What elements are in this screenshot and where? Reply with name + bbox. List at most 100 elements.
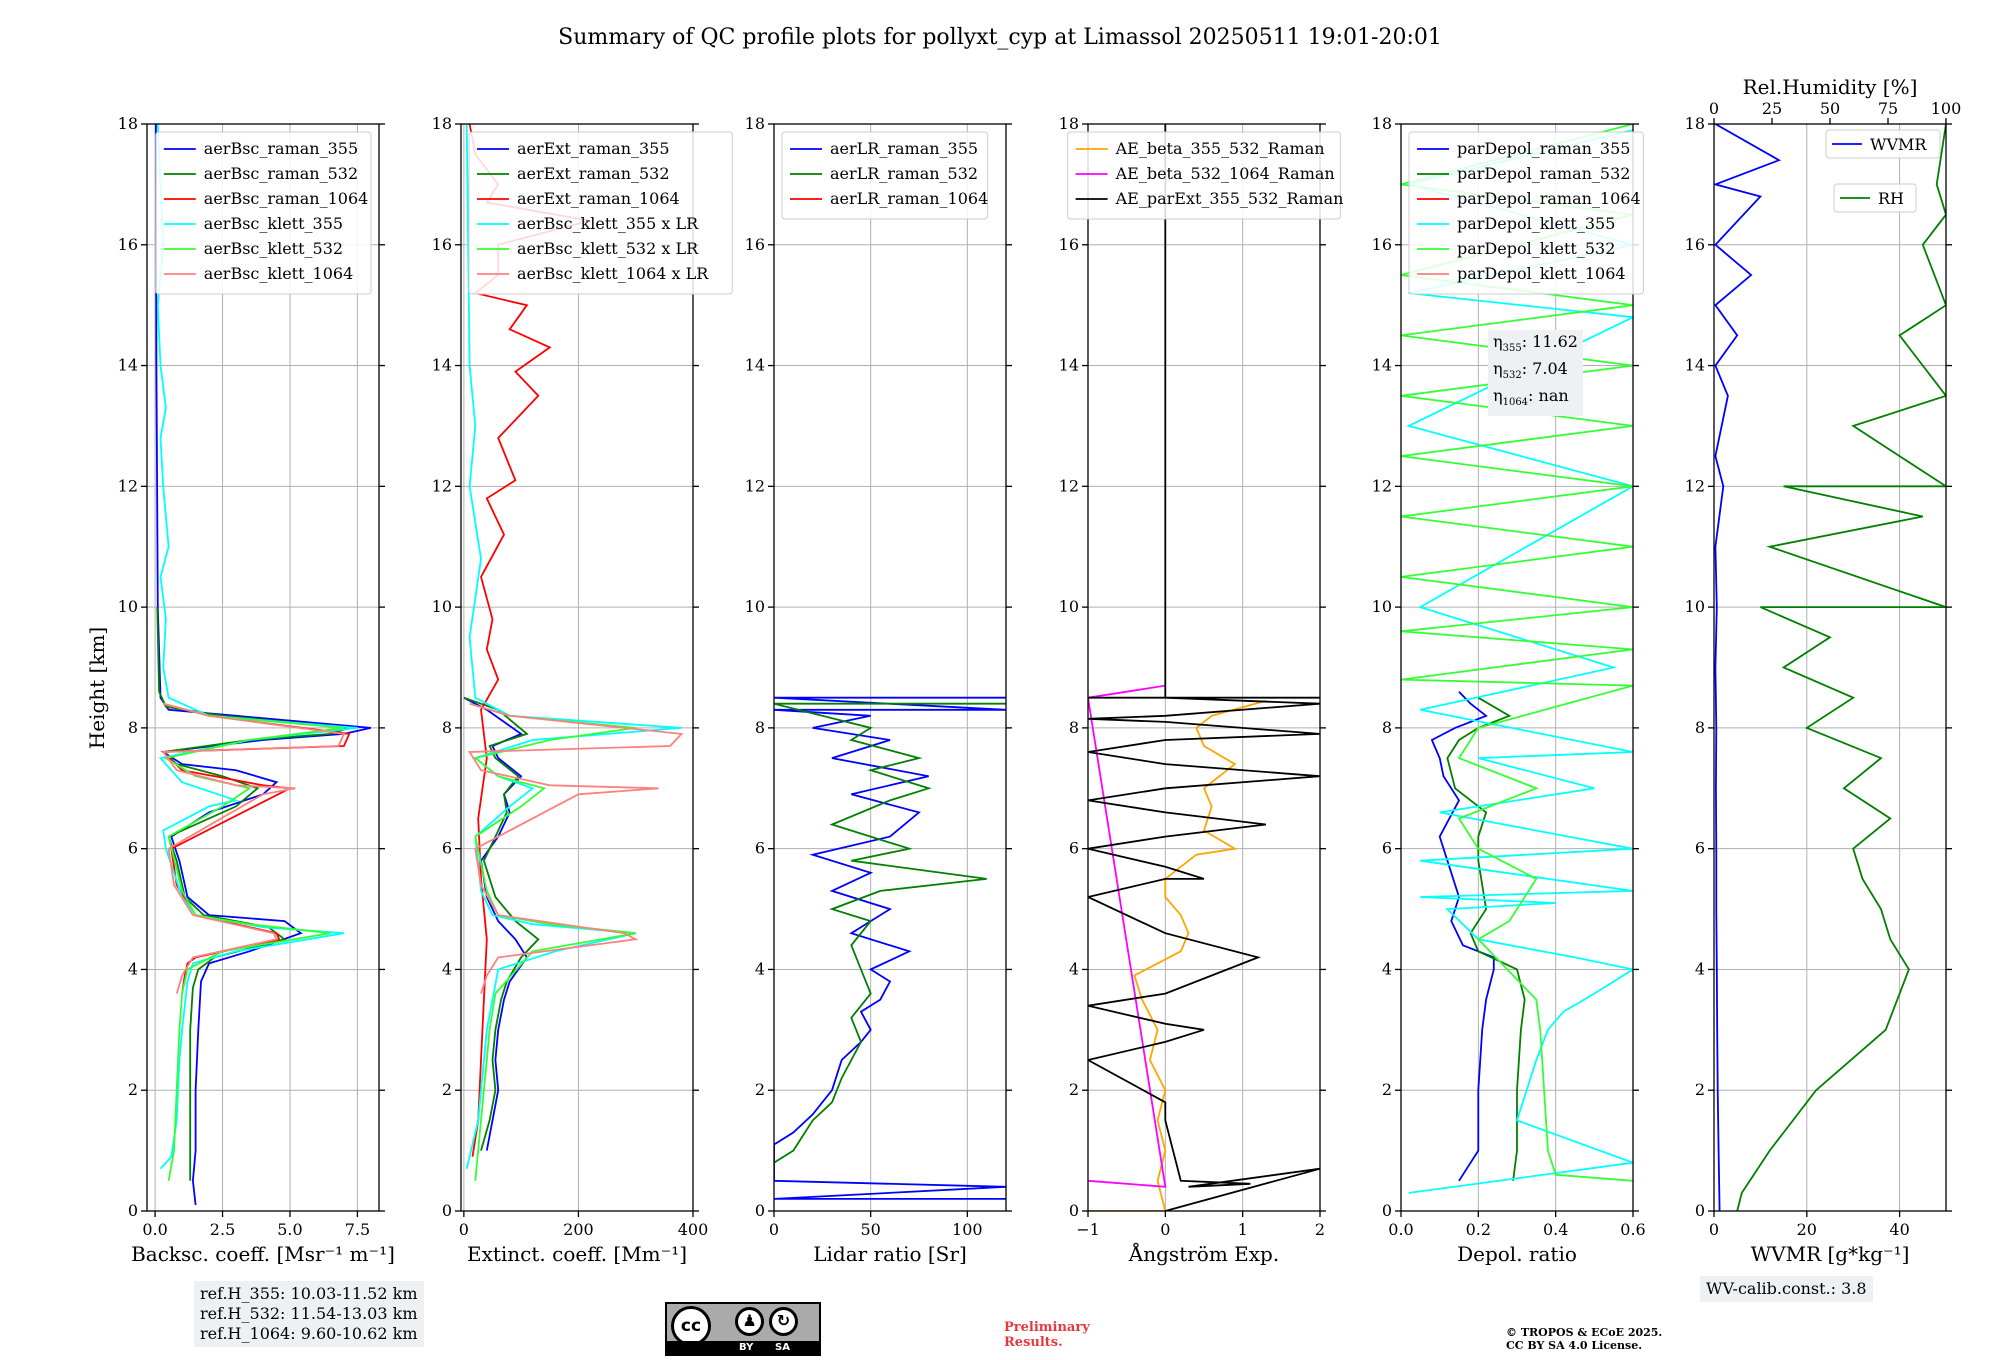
wv-calib-box: WV-calib.const.: 3.8: [1700, 1276, 1873, 1302]
cc-logo-icon: cc: [671, 1306, 711, 1346]
y-tick-label: 0: [442, 1201, 452, 1220]
legend-box: [1408, 131, 1644, 295]
y-tick-label: 2: [1382, 1080, 1392, 1099]
y-tick-label: 14: [1059, 356, 1079, 375]
eta-1064: nan: [1538, 386, 1569, 406]
x-tick-label: 2.5: [210, 1220, 235, 1239]
legend-label: aerBsc_klett_355 x LR: [517, 214, 699, 233]
y-tick-label: 4: [1382, 959, 1392, 978]
x-tick-label: 0: [769, 1220, 779, 1239]
x-tick-label: 200: [563, 1220, 594, 1239]
ref-height-355: ref.H_355: 10.03-11.52 km: [200, 1284, 418, 1303]
ref-height-box: ref.H_355: 10.03-11.52 km ref.H_532: 11.…: [194, 1281, 424, 1347]
y-tick-label: 14: [1685, 356, 1705, 375]
y-tick-label: 10: [1685, 597, 1705, 616]
y-tick-label: 8: [755, 718, 765, 737]
legend-box: [155, 131, 372, 295]
series-line-aerBsc_klett_1064 x LR: [468, 702, 684, 994]
y-tick-label: 2: [1695, 1080, 1705, 1099]
y-tick-label: 14: [118, 356, 138, 375]
y-tick-label: 0: [1695, 1201, 1705, 1220]
y-tick-label: 4: [128, 959, 138, 978]
panel-2: 0 2 4 6 8 10 12 14 16 18 0 200 400 Extinct. coeff. [M…: [432, 114, 733, 1266]
legend-label: aerLR_raman_355: [830, 139, 978, 158]
legend-label: parDepol_raman_355: [1457, 139, 1630, 158]
y-tick-label: 16: [1059, 235, 1079, 254]
y-tick-label: 12: [432, 476, 452, 495]
eta-355: 11.62: [1532, 332, 1578, 351]
copyright-line-1: © TROPOS & ECoE 2025.: [1506, 1326, 1663, 1339]
series-line-aerBsc_klett_355 x LR: [465, 124, 682, 1169]
axes-frame: [1713, 123, 1947, 1212]
cc-label: cc: [680, 1316, 702, 1336]
legend-label: AE_parExt_355_532_Raman: [1115, 189, 1344, 208]
x-axis-label: Ångström Exp.: [1128, 1241, 1279, 1266]
legend-label: aerBsc_raman_1064: [204, 189, 369, 208]
y-tick-label: 16: [432, 235, 452, 254]
series-line-parDepol_raman_355: [1430, 691, 1495, 1182]
legend-label: aerBsc_raman_532: [204, 164, 358, 183]
y-tick-label: 18: [1685, 114, 1705, 133]
x2-tick-label: 25: [1762, 99, 1782, 118]
series-line-AE_beta_532_1064_Raman: [1088, 684, 1167, 1188]
legend-label: aerLR_raman_1064: [830, 189, 988, 208]
cc-by-label: BY: [739, 1342, 754, 1353]
y-tick-label: 12: [1372, 476, 1392, 495]
axes-frame: [773, 123, 1007, 1212]
series-line-aerExt_raman_355: [463, 696, 528, 1151]
y-tick-label: 16: [1685, 235, 1705, 254]
y-tick-label: 18: [745, 114, 765, 133]
eta-box: η355: 11.62 η532: 7.04 η1064: nan: [1488, 330, 1583, 416]
eta-532: 7.04: [1532, 359, 1568, 379]
y-tick-label: 8: [1069, 718, 1079, 737]
legend-label: aerBsc_klett_1064 x LR: [517, 264, 709, 283]
x2-tick-label: 100: [1931, 99, 1962, 118]
legend-box: [1825, 129, 1941, 159]
x-tick-label: 40: [1889, 1220, 1909, 1239]
y-tick-label: 0: [755, 1201, 765, 1220]
y-tick-label: 4: [442, 959, 452, 978]
x2-axis-label: Rel.Humidity [%]: [1743, 75, 1918, 99]
x-tick-label: 400: [678, 1220, 709, 1239]
y-tick-label: 18: [1059, 114, 1079, 133]
x-axis-label: Backsc. coeff. [Msr⁻¹ m⁻¹]: [131, 1242, 395, 1266]
x-tick-label: 0.0: [1388, 1220, 1413, 1239]
legend-label: AE_beta_355_532_Raman: [1115, 139, 1325, 158]
legend-box: [1833, 183, 1917, 213]
series-line-aerBsc_klett_532 x LR: [469, 702, 636, 1181]
y-tick-label: 2: [442, 1080, 452, 1099]
series-line-aerLR_raman_532: [774, 702, 1006, 1164]
y-tick-label: 12: [1685, 476, 1705, 495]
legend-label: parDepol_klett_1064: [1457, 264, 1626, 283]
legend-label: parDepol_klett_355: [1457, 214, 1615, 233]
figure-title: Summary of QC profile plots for pollyxt_…: [558, 25, 1442, 50]
legend-box: [781, 131, 989, 220]
y-tick-label: 12: [745, 476, 765, 495]
x2-tick-label: 50: [1820, 99, 1840, 118]
eta-1064-row: η1064: nan: [1493, 386, 1569, 409]
series-group: [154, 124, 372, 1206]
y-tick-label: 4: [1069, 959, 1079, 978]
series-line-parDepol_klett_532: [1401, 124, 1633, 1182]
preliminary-line-2: Results.: [1004, 1335, 1063, 1350]
series-line-RH: [1736, 124, 1946, 1211]
y-tick-label: 14: [432, 356, 452, 375]
series-line-aerExt_raman_532: [463, 696, 540, 1151]
y-tick-label: 16: [118, 235, 138, 254]
legend-label: aerBsc_raman_355: [204, 139, 358, 158]
cc-sa-label: SA: [775, 1342, 790, 1353]
eta-355-row: η355: 11.62: [1493, 332, 1578, 355]
y-tick-label: 10: [1372, 597, 1392, 616]
x-tick-label: 20: [1797, 1220, 1817, 1239]
legend-label: WVMR: [1870, 135, 1927, 154]
x-tick-label: −1: [1076, 1220, 1100, 1239]
y-tick-label: 6: [1695, 839, 1705, 858]
y-tick-label: 14: [745, 356, 765, 375]
x-axis-label: Depol. ratio: [1457, 1242, 1577, 1266]
x-tick-label: 100: [952, 1220, 983, 1239]
y-tick-label: 0: [128, 1201, 138, 1220]
series-line-AE_parExt_355_532_Raman: [1088, 124, 1320, 1211]
legend-box: [1067, 131, 1341, 220]
series-line-aerBsc_klett_355: [156, 124, 358, 1170]
